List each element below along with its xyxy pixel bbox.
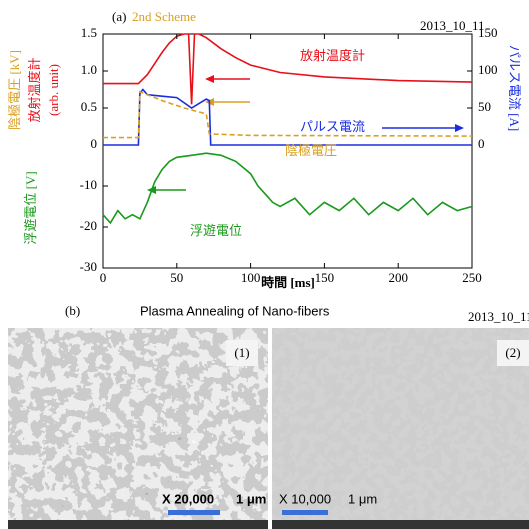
series-label: 陰極電圧 [285, 143, 337, 158]
x-tick-label: 250 [462, 270, 482, 285]
magnification: X 10,000 [279, 491, 331, 506]
y-axis-label: 陰極電圧 [kV] [7, 50, 22, 130]
y-tick-label: 1.0 [81, 62, 97, 77]
y2-axis-label: パルス電流 [A] [507, 45, 522, 131]
y2-tick-label: 50 [478, 99, 491, 114]
sem-image [272, 328, 529, 520]
panel-label: (a) [112, 9, 126, 24]
scale-label: 1 μm [236, 491, 266, 506]
series-line [102, 152, 473, 225]
x-tick-label: 150 [315, 270, 335, 285]
info-strip [8, 520, 268, 529]
series-label: 放射温度計 [300, 48, 365, 63]
scale-label: 1 μm [348, 491, 377, 506]
sem-image [8, 328, 268, 520]
image-label: (2) [505, 345, 520, 360]
y-tick-label: -30 [80, 259, 97, 274]
y2-tick-label: 100 [478, 62, 498, 77]
label-box [497, 340, 529, 366]
x-tick-label: 100 [241, 270, 261, 285]
scale-bar [168, 510, 220, 515]
scale-bar [282, 510, 328, 515]
series-line [103, 88, 472, 146]
series-label: パルス電流 [300, 119, 365, 134]
label-box [226, 340, 258, 366]
y-axis-label: 放射温度計 [27, 57, 42, 122]
x-tick-label: 50 [170, 270, 183, 285]
y-axis-label: 浮遊電位 [V] [23, 171, 38, 244]
date: 2013_10_11 [420, 18, 485, 33]
image-label: (1) [234, 345, 249, 360]
magnification: X 20,000 [162, 491, 214, 506]
series-label: 浮遊電位 [190, 223, 242, 238]
chart-title: 2nd Scheme [132, 9, 196, 24]
arrows [147, 75, 464, 194]
y-tick-label: 0.5 [81, 99, 97, 114]
x-tick-label: 200 [388, 270, 408, 285]
figure-title: Plasma Annealing of Nano-fibers [140, 303, 330, 318]
x-tick-label: 0 [100, 270, 107, 285]
y2-tick-label: 150 [478, 25, 498, 40]
y-axis-label: (arb. unit) [46, 64, 61, 116]
series-line [103, 90, 473, 139]
date: 2013_10_11 [468, 309, 529, 324]
y-tick-label: 0 [91, 136, 98, 151]
series-line [103, 33, 473, 105]
x-axis-label: 時間 [ms] [261, 275, 315, 290]
y-tick-label: -20 [80, 218, 97, 233]
y-tick-label: 1.5 [81, 25, 97, 40]
y-tick-label: -10 [80, 177, 97, 192]
panel-label: (b) [65, 303, 80, 318]
y2-tick-label: 0 [478, 136, 485, 151]
info-strip [272, 520, 529, 529]
plot-frame [102, 33, 473, 269]
